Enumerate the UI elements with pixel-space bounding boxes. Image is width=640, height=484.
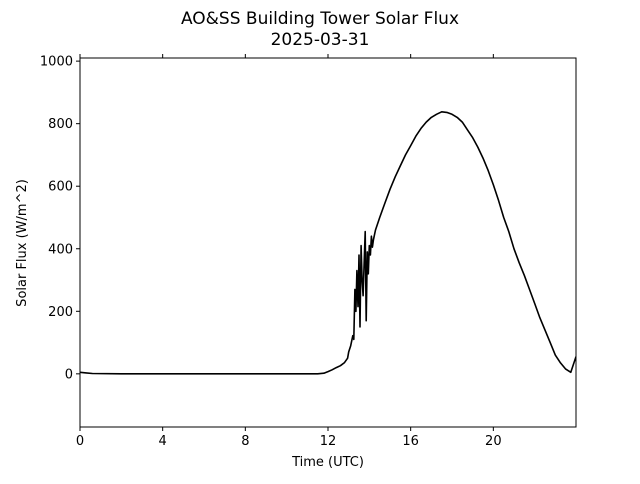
y-axis: 0 200 400 600 800 1000 [40, 55, 80, 382]
y-axis-label: Solar Flux (W/m^2) [15, 179, 30, 307]
y-tick-label: 200 [48, 305, 73, 320]
x-tick-label: 8 [241, 434, 249, 449]
y-tick-label: 0 [65, 367, 73, 382]
series-group [80, 111, 576, 375]
y-tick-label: 600 [48, 180, 73, 195]
x-tick-label: 0 [76, 434, 84, 449]
y-tick-label: 400 [48, 242, 73, 257]
chart-subtitle: 2025-03-31 [271, 30, 370, 50]
x-tick-label: 4 [159, 434, 167, 449]
series-line [80, 111, 576, 375]
x-tick-label: 20 [485, 434, 502, 449]
x-axis-label: Time (UTC) [291, 455, 364, 470]
x-tick-label: 12 [320, 434, 337, 449]
y-tick-label: 800 [48, 117, 73, 132]
x-tick-label: 16 [402, 434, 419, 449]
y-tick-label: 1000 [40, 55, 73, 70]
x-axis: 0 4 8 12 16 20 [76, 54, 502, 449]
chart-title: AO&SS Building Tower Solar Flux [181, 9, 459, 29]
